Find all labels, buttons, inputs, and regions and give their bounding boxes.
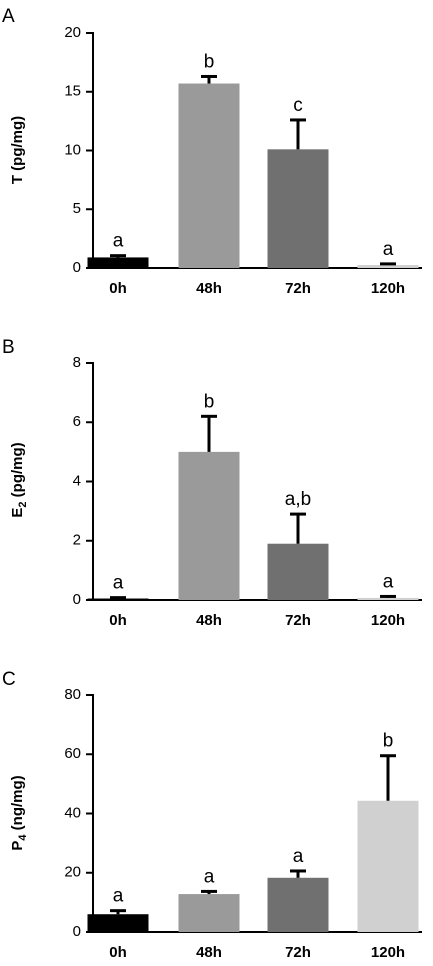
significance-label: a bbox=[113, 573, 124, 594]
y-tick-label: 8 bbox=[73, 354, 81, 371]
bar-48h bbox=[178, 894, 240, 932]
significance-label: a,b bbox=[285, 489, 311, 510]
y-tick-label: 20 bbox=[64, 24, 81, 41]
bar-0h bbox=[87, 598, 149, 600]
y-axis-label: T (pg/mg) bbox=[9, 116, 26, 184]
bar-120h bbox=[357, 265, 419, 268]
y-axis-label-subscript: 2 bbox=[17, 502, 29, 508]
bar-0h bbox=[87, 914, 149, 932]
significance-label: a bbox=[383, 239, 394, 260]
x-tick-label: 0h bbox=[109, 612, 127, 629]
significance-label: b bbox=[204, 391, 215, 412]
bar-0h bbox=[87, 257, 149, 268]
y-tick-label: 0 bbox=[73, 259, 81, 276]
panel-letter: B bbox=[2, 337, 15, 358]
significance-label: a bbox=[113, 231, 124, 252]
bar-120h bbox=[357, 800, 419, 932]
bar-48h bbox=[178, 83, 240, 269]
x-tick-label: 120h bbox=[371, 944, 405, 961]
y-axis-label-units: (pg/mg) bbox=[9, 442, 26, 501]
significance-label: a bbox=[383, 571, 394, 592]
bar-72h bbox=[267, 543, 329, 600]
y-axis-label-main: P bbox=[9, 841, 26, 851]
y-tick-label: 5 bbox=[73, 200, 81, 217]
significance-label: c bbox=[293, 95, 303, 116]
x-tick-label: 120h bbox=[371, 612, 405, 629]
significance-label: a bbox=[293, 846, 304, 867]
y-tick-label: 20 bbox=[64, 864, 81, 881]
x-tick-label: 72h bbox=[285, 944, 311, 961]
y-axis-label: P4 (ng/mg) bbox=[9, 775, 29, 850]
y-tick-label: 6 bbox=[73, 413, 81, 430]
y-tick-label: 60 bbox=[64, 745, 81, 762]
x-tick-label: 48h bbox=[196, 944, 222, 961]
bar-120h bbox=[357, 597, 419, 600]
bar-72h bbox=[267, 877, 329, 932]
panel-a: A 0 5 10 15 20 T (pg/mg) a 0h b 48h c 72h a 120h bbox=[2, 6, 422, 297]
panel-letter: A bbox=[2, 6, 15, 27]
x-tick-label: 48h bbox=[196, 280, 222, 297]
significance-label: a bbox=[204, 866, 215, 887]
y-tick-label: 4 bbox=[73, 472, 81, 489]
y-axis-label-units: (ng/mg) bbox=[9, 775, 26, 834]
y-axis-label-main: E bbox=[9, 508, 26, 518]
x-tick-label: 120h bbox=[371, 280, 405, 297]
significance-label: a bbox=[113, 886, 124, 907]
y-axis-label: E2 (pg/mg) bbox=[9, 442, 29, 517]
y-tick-label: 2 bbox=[73, 532, 81, 549]
bar-72h bbox=[267, 149, 329, 268]
x-tick-label: 0h bbox=[109, 944, 127, 961]
y-axis-label-subscript: 4 bbox=[17, 834, 29, 841]
x-tick-label: 48h bbox=[196, 612, 222, 629]
y-tick-label: 0 bbox=[73, 591, 81, 608]
y-tick-label: 10 bbox=[64, 141, 81, 158]
x-tick-label: 72h bbox=[285, 280, 311, 297]
panel-c: C 0 20 40 60 80 P4 (ng/mg) a 0h a 48h a 72h b 120h bbox=[2, 669, 422, 961]
significance-label: b bbox=[383, 731, 394, 752]
y-tick-label: 0 bbox=[73, 923, 81, 940]
x-tick-label: 72h bbox=[285, 612, 311, 629]
y-tick-label: 40 bbox=[64, 804, 81, 821]
y-tick-label: 80 bbox=[64, 686, 81, 703]
significance-label: b bbox=[204, 51, 215, 72]
x-tick-label: 0h bbox=[109, 280, 127, 297]
bar-48h bbox=[178, 451, 240, 600]
panel-letter: C bbox=[2, 669, 16, 690]
y-tick-label: 15 bbox=[64, 83, 81, 100]
